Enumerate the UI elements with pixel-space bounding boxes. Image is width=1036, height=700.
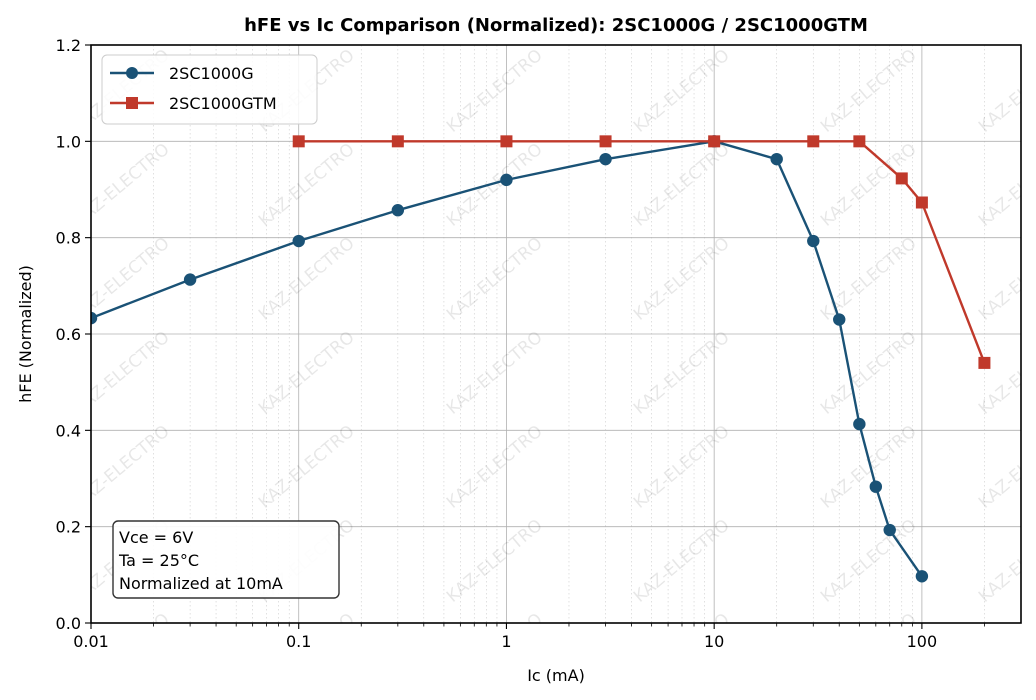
y-tick-label: 0.4 xyxy=(56,421,81,440)
y-tick-label: 0.6 xyxy=(56,325,81,344)
y-axis-label: hFE (Normalized) xyxy=(16,265,35,403)
data-point-2sc1000gtm xyxy=(895,172,908,185)
x-tick-label: 100 xyxy=(907,632,938,651)
legend-label-2sc1000gtm: 2SC1000GTM xyxy=(169,94,277,113)
axis-ticks: 0.01 0.1 1 10 100 0.0 0.2 0.4 0.6 0.8 1.0 1.2 xyxy=(56,36,985,651)
data-point-2sc1000gtm xyxy=(599,135,612,148)
x-tick-label: 10 xyxy=(704,632,724,651)
data-point-2sc1000g xyxy=(853,417,866,431)
y-tick-label: 0.8 xyxy=(56,229,81,248)
data-point-2sc1000gtm xyxy=(978,356,991,369)
x-axis-label: Ic (mA) xyxy=(527,666,585,685)
legend-marker-2sc1000gtm xyxy=(126,97,138,109)
data-point-2sc1000g xyxy=(183,273,197,286)
y-tick-label: 0.2 xyxy=(56,518,81,537)
data-point-2sc1000g xyxy=(500,173,513,187)
y-tick-label: 1.2 xyxy=(56,36,81,55)
data-point-2sc1000g xyxy=(391,204,405,217)
data-point-2sc1000gtm xyxy=(807,135,820,148)
data-point-2sc1000g xyxy=(91,311,98,325)
series-line-2sc1000g xyxy=(91,140,923,577)
data-point-2sc1000gtm xyxy=(708,135,721,148)
data-point-2sc1000g xyxy=(883,523,896,537)
y-tick-label: 0.0 xyxy=(56,614,81,633)
annotation-box: Vce = 6V Ta = 25°C Normalized at 10mA xyxy=(112,520,340,599)
series-line-2sc1000gtm xyxy=(298,140,986,364)
data-point-2sc1000g xyxy=(833,313,846,326)
legend-box xyxy=(101,54,318,125)
annotation-frame xyxy=(112,520,340,599)
series-layer xyxy=(91,135,991,583)
data-point-2sc1000g xyxy=(292,234,305,248)
data-point-2sc1000gtm xyxy=(500,135,513,148)
chart-title: hFE vs Ic Comparison (Normalized): 2SC10… xyxy=(244,15,868,36)
legend-label-2sc1000g: 2SC1000G xyxy=(169,64,254,83)
annotation-line-vce: Vce = 6V xyxy=(119,528,193,547)
annotation-line-normalized: Normalized at 10mA xyxy=(119,574,283,593)
legend-marker-2sc1000g xyxy=(126,67,138,79)
data-point-2sc1000g xyxy=(599,152,612,166)
x-tick-label: 1 xyxy=(501,632,511,651)
data-point-2sc1000gtm xyxy=(292,135,305,148)
x-tick-label: 0.01 xyxy=(73,632,109,651)
data-point-2sc1000g xyxy=(770,152,783,166)
annotation-line-ta: Ta = 25°C xyxy=(118,551,199,570)
data-point-2sc1000g xyxy=(807,234,820,248)
data-point-2sc1000gtm xyxy=(915,196,928,209)
x-tick-label: 0.1 xyxy=(286,632,311,651)
data-point-2sc1000gtm xyxy=(391,135,404,148)
y-tick-label: 1.0 xyxy=(56,132,81,151)
data-point-2sc1000g xyxy=(915,570,929,583)
data-point-2sc1000g xyxy=(869,480,883,493)
data-point-2sc1000gtm xyxy=(853,135,866,148)
legend: 2SC1000G 2SC1000GTM xyxy=(101,54,318,125)
